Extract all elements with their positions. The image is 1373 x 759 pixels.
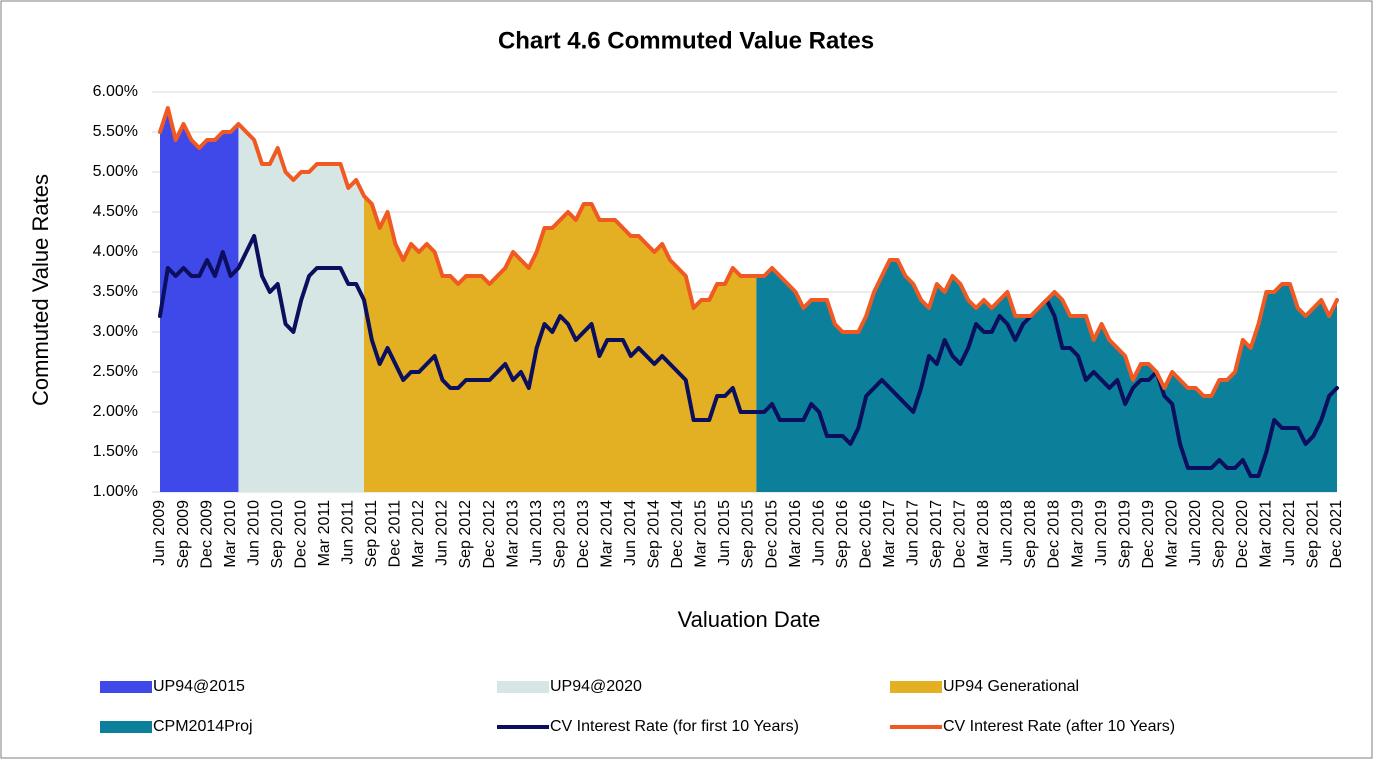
x-tick-label: Mar 2021 — [1258, 500, 1275, 568]
x-tick-label: Dec 2017 — [952, 500, 969, 569]
x-tick-label: Dec 2012 — [481, 500, 498, 569]
legend-swatch — [497, 681, 549, 693]
x-tick-label: Jun 2009 — [151, 500, 168, 566]
x-tick-label: Dec 2014 — [669, 500, 686, 569]
x-tick-label: Mar 2015 — [693, 500, 710, 568]
x-tick-label: Sep 2015 — [740, 500, 757, 569]
y-tick-label: 1.00% — [93, 483, 138, 500]
chart-title: Chart 4.6 Commuted Value Rates — [498, 27, 874, 54]
line — [158, 106, 1339, 398]
x-tick-label: Sep 2019 — [1116, 500, 1133, 569]
x-tick-label: Sep 2014 — [646, 500, 663, 569]
x-tick-label: Sep 2018 — [1022, 500, 1039, 569]
x-tick-label: Sep 2016 — [834, 500, 851, 569]
x-tick-label: Jun 2010 — [245, 500, 262, 566]
x-tick-label: Mar 2013 — [504, 500, 521, 568]
legend-label: CPM2014Proj — [153, 718, 253, 735]
y-tick-label: 3.00% — [93, 323, 138, 340]
x-tick-label: Mar 2019 — [1069, 500, 1086, 568]
x-tick-label: Sep 2010 — [269, 500, 286, 569]
y-tick-label: 5.50% — [93, 123, 138, 140]
x-tick-label: Mar 2017 — [881, 500, 898, 568]
y-tick-label: 4.50% — [93, 203, 138, 220]
y-tick-label: 1.50% — [93, 443, 138, 460]
x-tick-label: Dec 2020 — [1234, 500, 1251, 569]
x-tick-label: Jun 2017 — [904, 500, 921, 566]
x-tick-label: Dec 2009 — [198, 500, 215, 569]
y-axis-title: Commuted Value Rates — [28, 174, 53, 406]
x-tick-label: Jun 2016 — [810, 500, 827, 566]
x-tick-label: Dec 2016 — [857, 500, 874, 569]
x-tick-label: Sep 2009 — [175, 500, 192, 569]
x-tick-label: Mar 2012 — [410, 500, 427, 568]
x-tick-label: Sep 2012 — [457, 500, 474, 569]
legend-label: UP94@2020 — [550, 678, 642, 695]
x-tick-label: Dec 2015 — [763, 500, 780, 569]
x-tick-label: Mar 2011 — [316, 500, 333, 567]
y-tick-label: 4.00% — [93, 243, 138, 260]
x-tick-label: Jun 2013 — [528, 500, 545, 566]
x-tick-label: Mar 2020 — [1163, 500, 1180, 568]
area — [756, 260, 1337, 492]
x-tick-label: Jun 2018 — [999, 500, 1016, 566]
x-tick-label: Dec 2019 — [1140, 500, 1157, 569]
x-tick-label: Jun 2011 — [340, 500, 357, 565]
x-tick-label: Sep 2021 — [1305, 500, 1322, 569]
x-tick-label: Mar 2010 — [222, 500, 239, 568]
x-tick-label: Dec 2011 — [387, 500, 404, 567]
legend-swatch — [100, 721, 152, 733]
x-tick-label: Sep 2011 — [363, 500, 380, 567]
legend-swatch — [100, 681, 152, 693]
x-tick-label: Sep 2017 — [928, 500, 945, 569]
legend-label: UP94 Generational — [943, 678, 1079, 695]
x-tick-label: Sep 2013 — [551, 500, 568, 569]
legend-label: CV Interest Rate (for first 10 Years) — [550, 718, 799, 735]
x-axis-title: Valuation Date — [678, 607, 821, 632]
x-tick-label: Dec 2021 — [1328, 500, 1345, 569]
x-tick-label: Dec 2013 — [575, 500, 592, 569]
x-tick-label: Mar 2016 — [787, 500, 804, 568]
x-tick-label: Jun 2020 — [1187, 500, 1204, 566]
x-tick-label: Jun 2012 — [434, 500, 451, 566]
y-tick-label: 3.50% — [93, 283, 138, 300]
area — [364, 196, 757, 492]
area — [160, 108, 239, 492]
y-tick-label: 2.00% — [93, 403, 138, 420]
y-tick-label: 6.00% — [93, 83, 138, 100]
x-tick-label: Mar 2018 — [975, 500, 992, 568]
line — [158, 234, 1339, 478]
x-tick-label: Dec 2018 — [1046, 500, 1063, 569]
x-tick-label: Dec 2010 — [292, 500, 309, 569]
x-tick-label: Jun 2019 — [1093, 500, 1110, 566]
x-tick-label: Sep 2020 — [1211, 500, 1228, 569]
y-tick-label: 2.50% — [93, 363, 138, 380]
x-tick-label: Mar 2014 — [598, 500, 615, 568]
x-tick-label: Jun 2015 — [716, 500, 733, 566]
y-tick-label: 5.00% — [93, 163, 138, 180]
legend-label: CV Interest Rate (after 10 Years) — [943, 718, 1175, 735]
legend-swatch — [890, 681, 942, 693]
x-tick-label: Jun 2014 — [622, 500, 639, 566]
legend-label: UP94@2015 — [153, 678, 245, 695]
x-tick-label: Jun 2021 — [1281, 500, 1298, 566]
